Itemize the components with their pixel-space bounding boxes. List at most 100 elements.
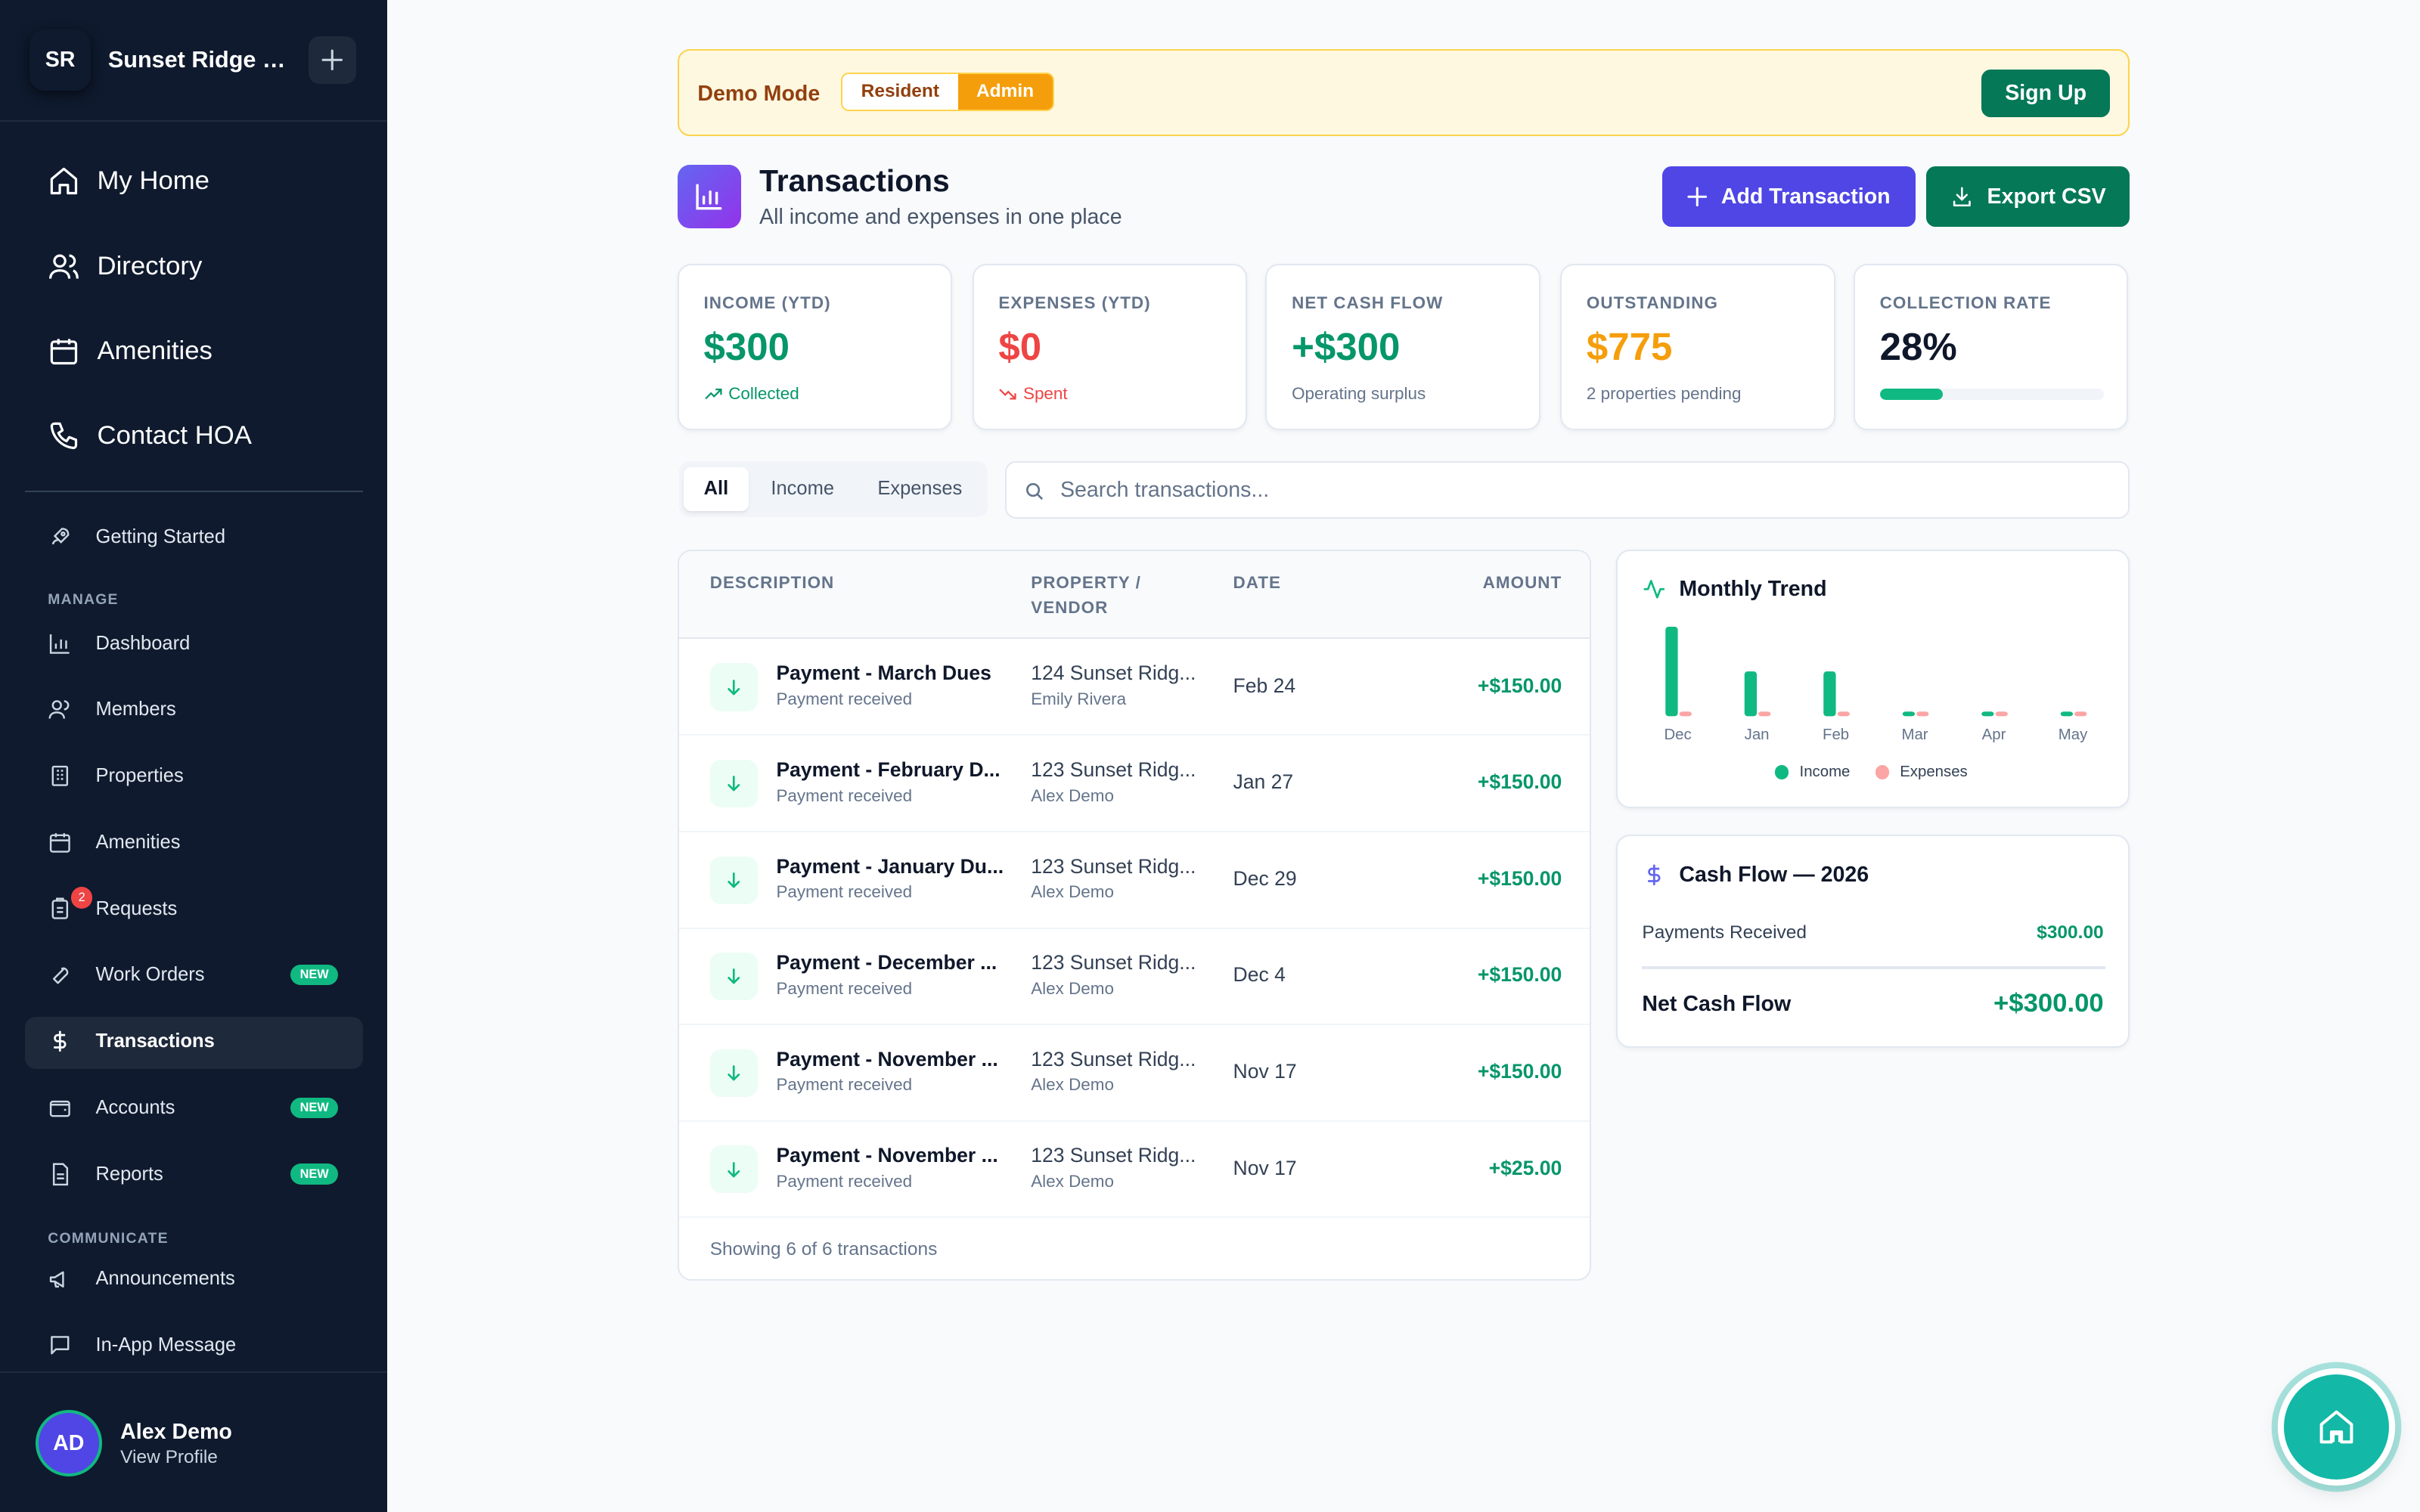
nav-contact-hoa[interactable]: Contact HOA <box>48 420 252 452</box>
role-toggle: Resident Admin <box>841 72 1054 111</box>
table-row[interactable]: Payment - November ... Payment received 12… <box>678 1024 1590 1122</box>
nav-label: In-App Message <box>95 1334 237 1356</box>
stat-value: +$300 <box>1292 324 1401 368</box>
add-org-button[interactable] <box>309 36 357 85</box>
home-fab-button[interactable] <box>2284 1374 2390 1480</box>
stat-card-net-cash-flow: NET CASH FLOW +$300 Operating surplus <box>1265 263 1540 431</box>
income-arrow-icon <box>709 1145 758 1194</box>
tab-expenses[interactable]: Expenses <box>877 478 963 500</box>
monthly-trend-chart: Dec Jan Feb Mar Apr May <box>1664 626 2088 742</box>
table-row[interactable]: Payment - November ... Payment received 12… <box>678 1121 1590 1219</box>
nav-in-app-message[interactable]: In-App Message <box>48 1333 338 1358</box>
expense-bar <box>1916 711 1929 716</box>
table-row[interactable]: Payment - February D... Payment received 1… <box>678 735 1590 832</box>
filter-tabs: All Income Expenses <box>678 461 988 517</box>
sign-up-button[interactable]: Sign Up <box>1981 69 2110 118</box>
org-logo[interactable]: SR <box>29 29 92 91</box>
view-profile-link[interactable]: View Profile <box>120 1447 218 1468</box>
transaction-party: Alex Demo <box>1031 978 1114 998</box>
transaction-party: Alex Demo <box>1031 785 1114 805</box>
column-property-vendor[interactable]: PROPERTY / VENDOR <box>1031 571 1141 620</box>
nav-label: Reports <box>95 1163 163 1185</box>
role-resident-option[interactable]: Resident <box>861 81 940 102</box>
stat-value: $775 <box>1586 324 1673 368</box>
nav-announcements[interactable]: Announcements <box>48 1267 338 1292</box>
legend-swatch <box>1774 765 1789 779</box>
stat-card-income: INCOME (YTD) $300 Collected <box>677 263 953 431</box>
nav-getting-started[interactable]: Getting Started <box>48 525 338 550</box>
transaction-type: Payment received <box>776 1075 913 1095</box>
transaction-description: Payment - February D... <box>776 758 1001 781</box>
expense-bar <box>2074 711 2087 716</box>
role-admin-option[interactable]: Admin <box>957 73 1053 110</box>
search-input[interactable] <box>1060 475 1987 507</box>
column-label: VENDOR <box>1031 597 1109 617</box>
table-row[interactable]: Payment - March Dues Payment received 124 … <box>678 639 1590 736</box>
plus-icon <box>321 49 343 71</box>
nav-reports[interactable]: Reports NEW <box>48 1162 338 1187</box>
column-amount[interactable]: AMOUNT <box>1482 573 1562 593</box>
wrench-icon <box>53 968 69 984</box>
users-icon <box>49 254 79 279</box>
user-profile[interactable]: AD Alex Demo View Profile <box>0 1371 388 1512</box>
calendar-icon <box>50 833 71 853</box>
transaction-description: Payment - March Dues <box>776 662 991 685</box>
transaction-description: Payment - November ... <box>776 1144 998 1167</box>
column-date[interactable]: DATE <box>1233 573 1282 593</box>
legend-label: Income <box>1799 764 1851 781</box>
column-description[interactable]: DESCRIPTION <box>709 573 835 593</box>
table-row[interactable]: Payment - December ... Payment received 12… <box>678 928 1590 1026</box>
monthly-trend-panel: Monthly Trend Dec Jan Feb Mar Apr May Income … <box>1615 549 2130 809</box>
stat-label: COLLECTION RATE <box>1879 293 2052 312</box>
nav-requests[interactable]: Requests <box>48 897 338 922</box>
table-footer: Showing 6 of 6 transactions <box>709 1238 938 1259</box>
table-row[interactable]: Payment - January Du... Payment received 1… <box>678 832 1590 929</box>
net-cash-flow-label: Net Cash Flow <box>1642 992 1792 1017</box>
nav-members[interactable]: Members <box>48 697 338 722</box>
transaction-property: 123 Sunset Ridg... <box>1031 951 1196 974</box>
transaction-amount: +$150.00 <box>1477 866 1562 890</box>
nav-amenities-manage[interactable]: Amenities <box>48 830 338 855</box>
transaction-party: Alex Demo <box>1031 882 1114 902</box>
stat-label: EXPENSES (YTD) <box>998 293 1151 312</box>
calendar-icon <box>50 339 78 364</box>
nav-amenities[interactable]: Amenities <box>48 335 213 367</box>
bar-chart-icon <box>50 634 70 654</box>
tab-all[interactable]: All <box>684 467 749 511</box>
nav-accounts[interactable]: Accounts NEW <box>48 1095 338 1120</box>
stat-value: $0 <box>998 324 1042 368</box>
nav-transactions[interactable]: Transactions <box>48 1029 338 1054</box>
nav-label: Getting Started <box>95 525 226 547</box>
rocket-icon <box>51 528 70 545</box>
payments-received-value: $300.00 <box>2037 922 2104 943</box>
add-transaction-button[interactable]: Add Transaction <box>1661 166 1916 227</box>
collection-progress-bar <box>1879 389 2104 400</box>
income-arrow-icon <box>709 760 758 808</box>
x-tick-label: Jan <box>1744 726 1769 742</box>
nav-dashboard[interactable]: Dashboard <box>48 631 338 656</box>
legend-label: Expenses <box>1900 764 1968 781</box>
transaction-type: Payment received <box>776 1171 913 1191</box>
transactions-header-icon <box>677 165 741 229</box>
new-badge: NEW <box>290 1097 338 1118</box>
transaction-description: Payment - November ... <box>776 1047 998 1070</box>
transaction-property: 124 Sunset Ridg... <box>1031 662 1196 685</box>
legend-swatch <box>1875 765 1889 779</box>
nav-properties[interactable]: Properties <box>48 764 338 789</box>
table-header: DESCRIPTION PROPERTY / VENDOR DATE AMOUN… <box>678 550 1590 639</box>
income-bar <box>1981 711 1994 716</box>
nav-label: Properties <box>95 765 184 787</box>
demo-mode-label: Demo Mode <box>697 82 821 107</box>
nav-directory[interactable]: Directory <box>48 250 202 283</box>
org-name[interactable]: Sunset Ridge H... <box>107 47 290 73</box>
avatar[interactable]: AD <box>35 1410 102 1476</box>
income-arrow-icon <box>709 663 758 711</box>
tab-income[interactable]: Income <box>771 478 834 500</box>
transaction-amount: +$25.00 <box>1488 1156 1562 1179</box>
user-name: Alex Demo <box>120 1419 232 1444</box>
stat-card-expenses: EXPENSES (YTD) $0 Spent <box>972 263 1247 431</box>
export-csv-button[interactable]: Export CSV <box>1925 166 2130 227</box>
divider <box>1642 965 2105 969</box>
nav-my-home[interactable]: My Home <box>48 165 209 197</box>
nav-work-orders[interactable]: Work Orders NEW <box>48 962 338 987</box>
